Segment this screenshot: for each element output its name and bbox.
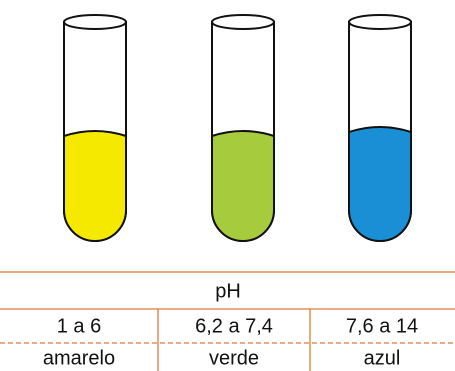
table-cell: 7,6 a 14 [346,315,418,337]
table-cell: amarelo [43,347,115,369]
table: pH 1 a 6 6,2 a 7,4 7,6 a 14 amarelo verd… [0,272,455,371]
table-cell: 1 a 6 [57,315,101,337]
test-tube [349,15,411,241]
table-cell: verde [209,347,259,369]
diagram: pH 1 a 6 6,2 a 7,4 7,6 a 14 amarelo verd… [0,0,455,371]
table-cell: azul [364,347,401,369]
test-tube [64,15,126,241]
test-tube [212,15,274,241]
table-cell: 6,2 a 7,4 [195,315,273,337]
table-header: pH [215,280,241,302]
